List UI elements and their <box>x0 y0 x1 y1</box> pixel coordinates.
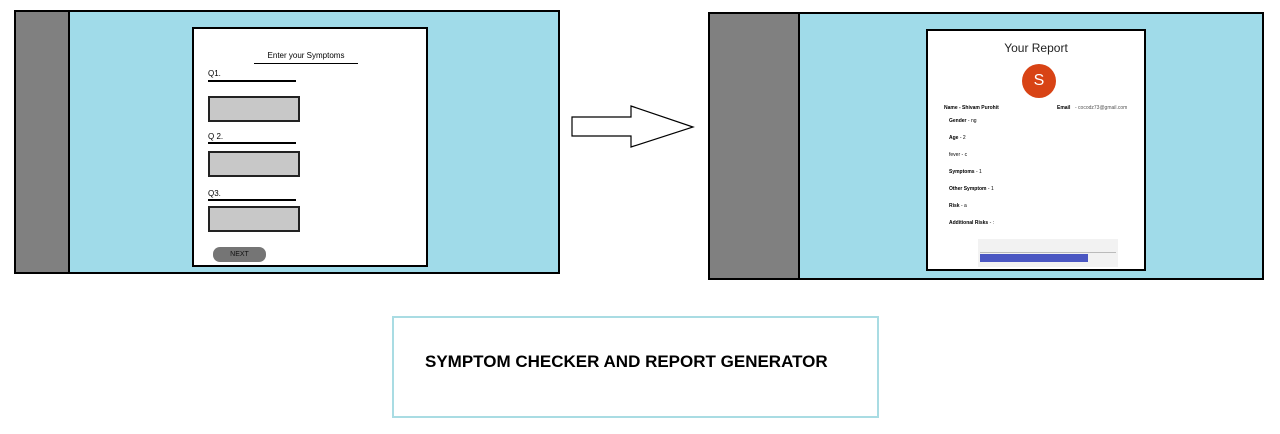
caption-box: SYMPTOM CHECKER AND REPORT GENERATOR <box>392 316 879 418</box>
report-screen: Your Report S Name - Shivam Purohit Emai… <box>708 12 1264 280</box>
question-1-label: Q1. <box>208 69 221 78</box>
report-field-label: Age <box>949 135 959 141</box>
report-field-label: Gender <box>949 118 967 124</box>
report-email-value: - cocodz73@gmail.com <box>1075 105 1128 111</box>
symptom-form-screen: Enter your Symptoms Q1. Q 2. Q3. NEXT <box>14 10 560 274</box>
report-field-age: Age - 2 <box>949 135 966 141</box>
question-1-line <box>208 80 296 82</box>
report-field-symptoms: Symptoms - 1 <box>949 169 982 175</box>
report-field-value: - 1 <box>987 186 994 192</box>
report-field-label: Symptoms <box>949 169 975 175</box>
form-screen-sidebar <box>16 12 70 272</box>
report-field-label: Additional Risks <box>949 220 989 226</box>
report-field-value: - ng <box>967 118 977 124</box>
question-3-answer-box[interactable] <box>208 206 300 232</box>
report-field-gender: Gender - ng <box>949 118 977 124</box>
question-2-label: Q 2. <box>208 132 224 141</box>
report-field-label: Risk <box>949 203 960 209</box>
report-email-label: Email <box>1057 105 1071 111</box>
report-footer-button[interactable] <box>980 254 1088 262</box>
report-screen-sidebar <box>710 14 800 278</box>
question-2-line <box>208 142 296 144</box>
report-field-label: Other Symptom <box>949 186 987 192</box>
caption-title: SYMPTOM CHECKER AND REPORT GENERATOR <box>425 352 828 371</box>
question-1-answer-box[interactable] <box>208 96 300 122</box>
report-field-risk: Risk - a <box>949 203 967 209</box>
report-field-value: - c <box>961 152 968 158</box>
question-3-label: Q3. <box>208 189 221 198</box>
report-field-label: fever <box>949 152 961 158</box>
report-field-fever: fever - c <box>949 152 967 158</box>
symptom-form-panel: Enter your Symptoms Q1. Q 2. Q3. NEXT <box>192 27 428 267</box>
report-footer-divider <box>980 252 1116 253</box>
report-field-value: - : <box>989 220 995 226</box>
flow-arrow-icon <box>571 105 695 148</box>
report-panel: Your Report S Name - Shivam Purohit Emai… <box>926 29 1146 271</box>
question-3-line <box>208 199 296 201</box>
report-field-other-symptom: Other Symptom - 1 <box>949 186 994 192</box>
report-name: Name - Shivam Purohit <box>944 105 999 111</box>
question-2-answer-box[interactable] <box>208 151 300 177</box>
report-footer <box>978 239 1118 267</box>
report-field-additional-risks: Additional Risks - : <box>949 220 994 226</box>
report-title: Your Report <box>1004 41 1068 55</box>
next-button[interactable]: NEXT <box>213 247 266 262</box>
report-field-value: - 1 <box>975 169 982 175</box>
report-field-value: - a <box>960 203 967 209</box>
form-title-underline <box>254 63 358 64</box>
avatar: S <box>1022 64 1056 98</box>
report-field-value: - 2 <box>959 135 966 141</box>
form-title: Enter your Symptoms <box>267 51 345 60</box>
